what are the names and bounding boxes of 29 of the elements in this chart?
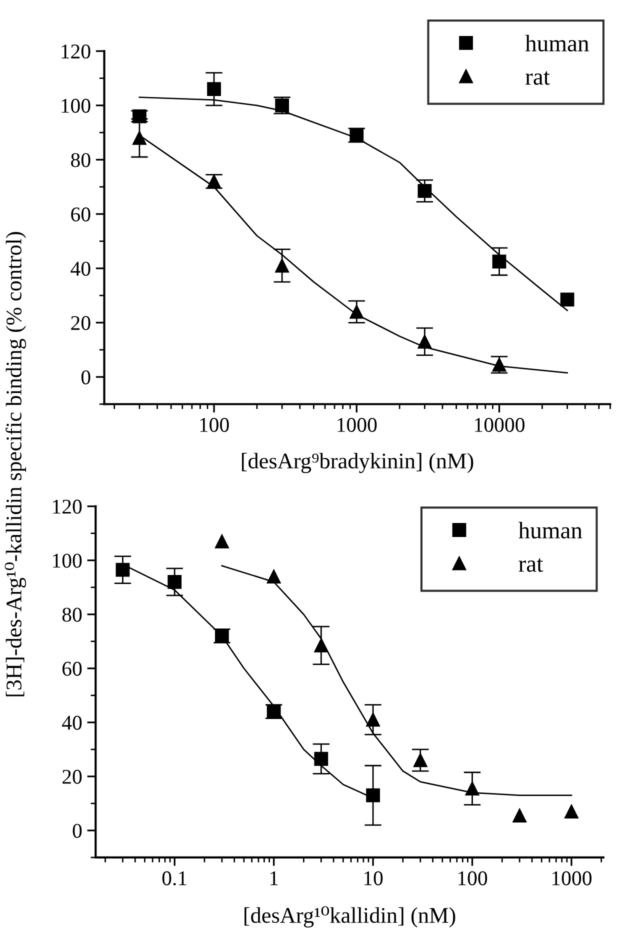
x-axis-title: [desArg⁹bradykinin] (nM) [242,452,474,474]
x-tick-label: 10 [364,871,383,886]
y-tick-label: 60 [62,662,82,676]
x-tick-label: 10000 [475,418,524,432]
y-tick-label: 40 [70,262,90,276]
legend-label: rat [518,558,544,572]
x-axis-title: [desArg¹⁰kallidin] (nM) [244,906,456,928]
y-tick-label: 20 [71,316,90,330]
y-tick-label: 40 [62,716,82,730]
x-tick-label: 1000 [338,418,377,432]
y-tick-label: 60 [71,207,90,222]
legend-label: human [518,522,582,539]
y-axis-title: [3H]-des-Arg¹⁰-kallidin specific binding (% control) [4,232,26,696]
y-tick-label: 100 [53,554,82,568]
y-tick-label: 0 [81,370,90,384]
y-tick-label: 120 [53,500,82,514]
y-tick-label: 80 [71,153,90,168]
legend-label: rat [526,71,550,85]
x-tick-label: 100 [200,418,229,432]
y-tick-label: 0 [72,824,82,838]
y-tick-label: 100 [62,98,90,113]
x-tick-label: 1 [270,871,278,886]
x-tick-label: 1000 [552,871,592,886]
y-tick-label: 20 [62,770,82,784]
y-tick-label: 120 [62,44,90,59]
y-tick-label: 80 [62,608,82,622]
legend-label: human [525,34,589,52]
x-tick-label: 0.1 [162,871,186,886]
x-tick-label: 100 [458,871,488,886]
